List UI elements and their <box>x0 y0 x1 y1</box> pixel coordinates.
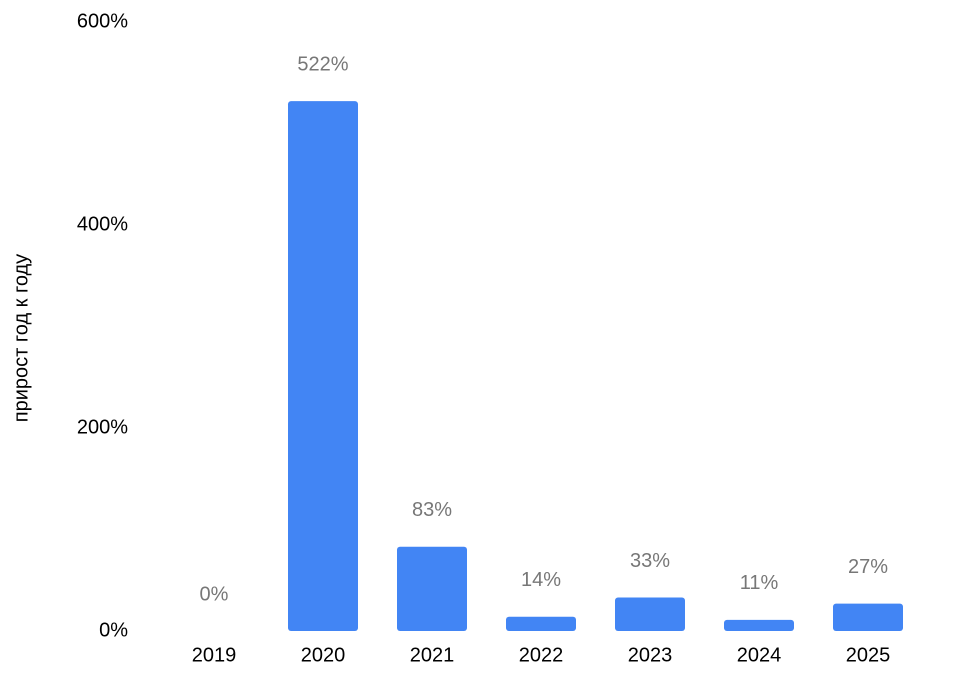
y-tick-label: 200% <box>77 416 128 438</box>
value-label: 83% <box>412 499 452 521</box>
x-tick-label: 2019 <box>192 644 237 666</box>
value-label: 33% <box>630 550 670 572</box>
y-tick-label: 0% <box>99 619 128 641</box>
x-tick-label: 2023 <box>628 644 673 666</box>
value-label: 522% <box>297 53 348 75</box>
y-tick-label: 600% <box>77 10 128 32</box>
bar <box>288 101 358 632</box>
x-tick-label: 2024 <box>737 644 782 666</box>
value-label: 11% <box>740 572 779 594</box>
bar <box>724 619 794 631</box>
x-tick-label: 2022 <box>519 644 564 666</box>
value-label: 14% <box>521 569 561 591</box>
y-axis-label: прирост год к году <box>10 254 32 422</box>
value-label: 0% <box>200 583 229 605</box>
bar <box>506 616 576 631</box>
x-tick-label: 2021 <box>410 644 455 666</box>
bar <box>397 546 467 631</box>
x-tick-label: 2020 <box>301 644 346 666</box>
bar <box>615 597 685 631</box>
bar <box>833 603 903 631</box>
x-tick-label: 2025 <box>846 644 891 666</box>
value-label: 27% <box>848 556 888 578</box>
y-tick-label: 400% <box>77 213 128 235</box>
